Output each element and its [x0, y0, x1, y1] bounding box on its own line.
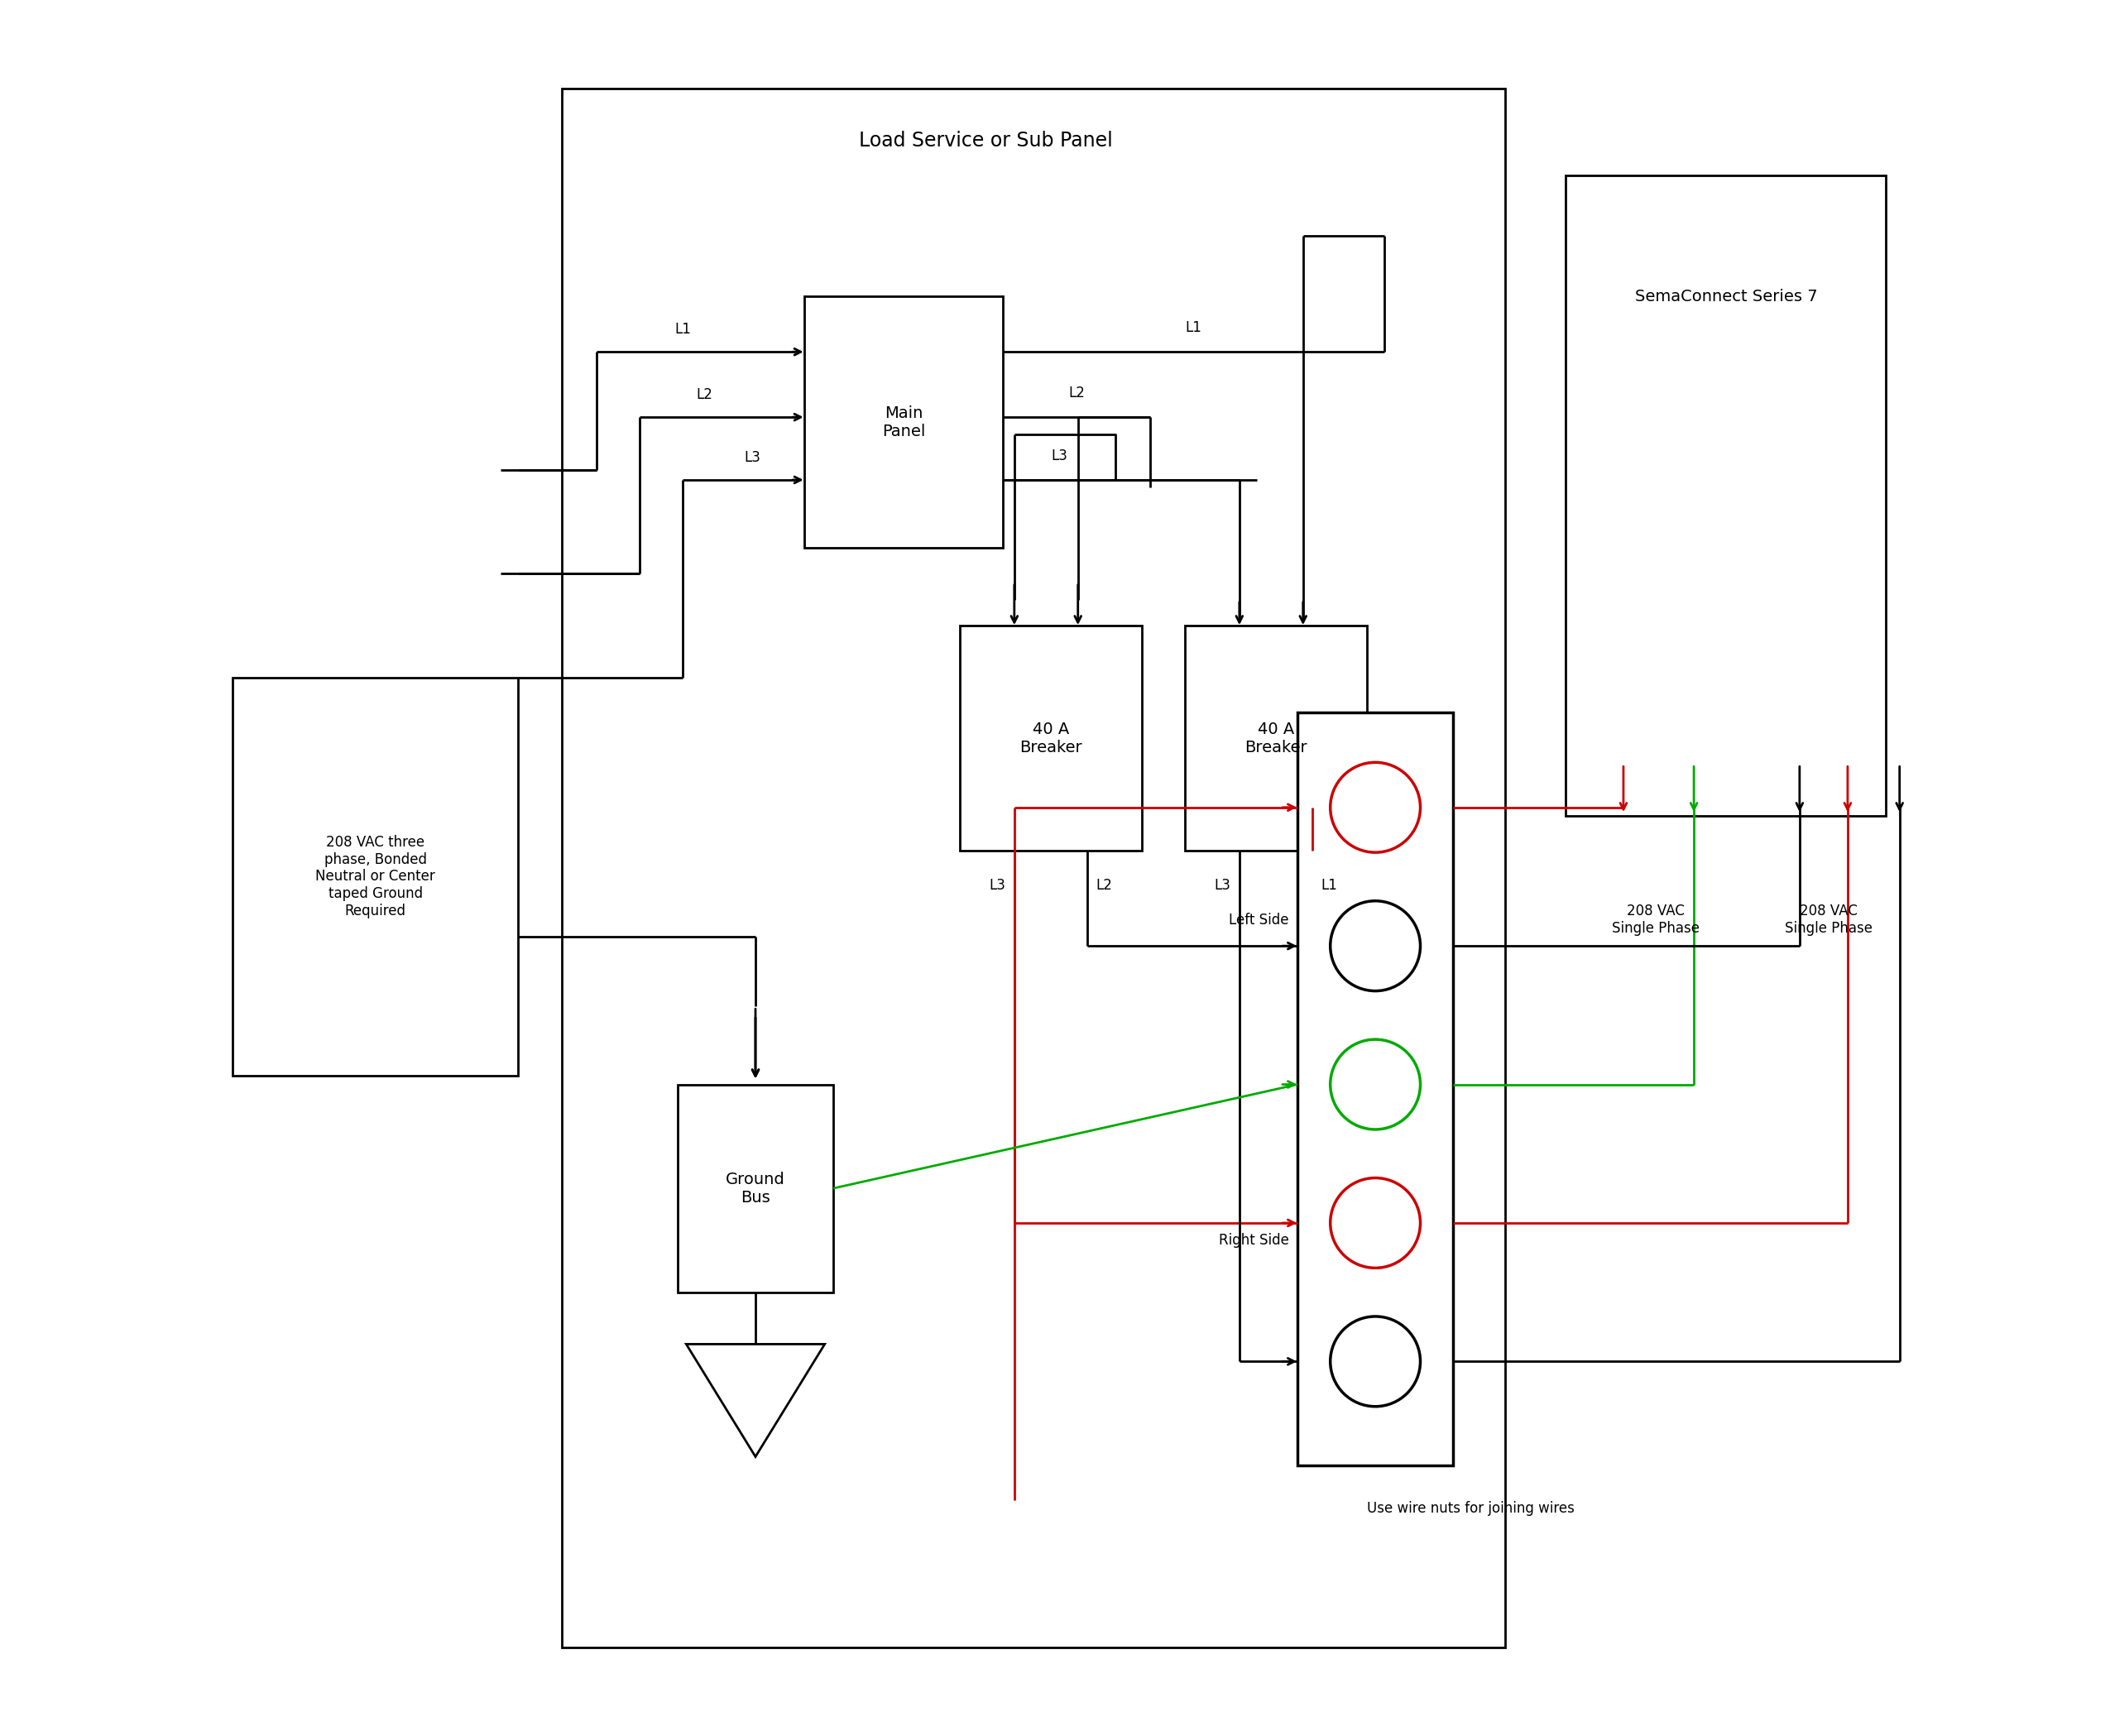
Bar [561, 89, 1504, 1647]
Text: 40 A
Breaker: 40 A Breaker [1245, 720, 1306, 755]
Text: Use wire nuts for joining wires: Use wire nuts for joining wires [1367, 1502, 1574, 1516]
Bar [1186, 625, 1367, 851]
Text: L3: L3 [990, 878, 1004, 892]
Text: L2: L2 [1068, 385, 1085, 401]
Text: 208 VAC
Single Phase: 208 VAC Single Phase [1612, 904, 1699, 936]
Text: Ground
Bus: Ground Bus [726, 1172, 785, 1205]
Bar [960, 625, 1142, 851]
Bar [1566, 175, 1886, 816]
Bar [804, 297, 1002, 547]
Text: Left Side: Left Side [1228, 913, 1289, 927]
Text: 208 VAC
Single Phase: 208 VAC Single Phase [1785, 904, 1872, 936]
Text: L2: L2 [1095, 878, 1112, 892]
Text: L1: L1 [1186, 319, 1203, 335]
Text: 208 VAC three
phase, Bonded
Neutral or Center
taped Ground
Required: 208 VAC three phase, Bonded Neutral or C… [316, 835, 435, 918]
Text: L3: L3 [1213, 878, 1230, 892]
Text: Main
Panel: Main Panel [882, 404, 924, 439]
Bar [677, 1085, 833, 1292]
Bar [232, 677, 519, 1076]
Bar [1298, 712, 1454, 1465]
Text: Load Service or Sub Panel: Load Service or Sub Panel [859, 130, 1114, 151]
Text: L1: L1 [675, 321, 690, 337]
Text: L1: L1 [1321, 878, 1338, 892]
Text: SemaConnect Series 7: SemaConnect Series 7 [1635, 288, 1817, 304]
Text: Right Side: Right Side [1217, 1233, 1289, 1248]
Text: L3: L3 [1051, 448, 1068, 464]
Text: L3: L3 [745, 450, 760, 465]
Text: 40 A
Breaker: 40 A Breaker [1019, 720, 1082, 755]
Text: L2: L2 [696, 387, 713, 403]
